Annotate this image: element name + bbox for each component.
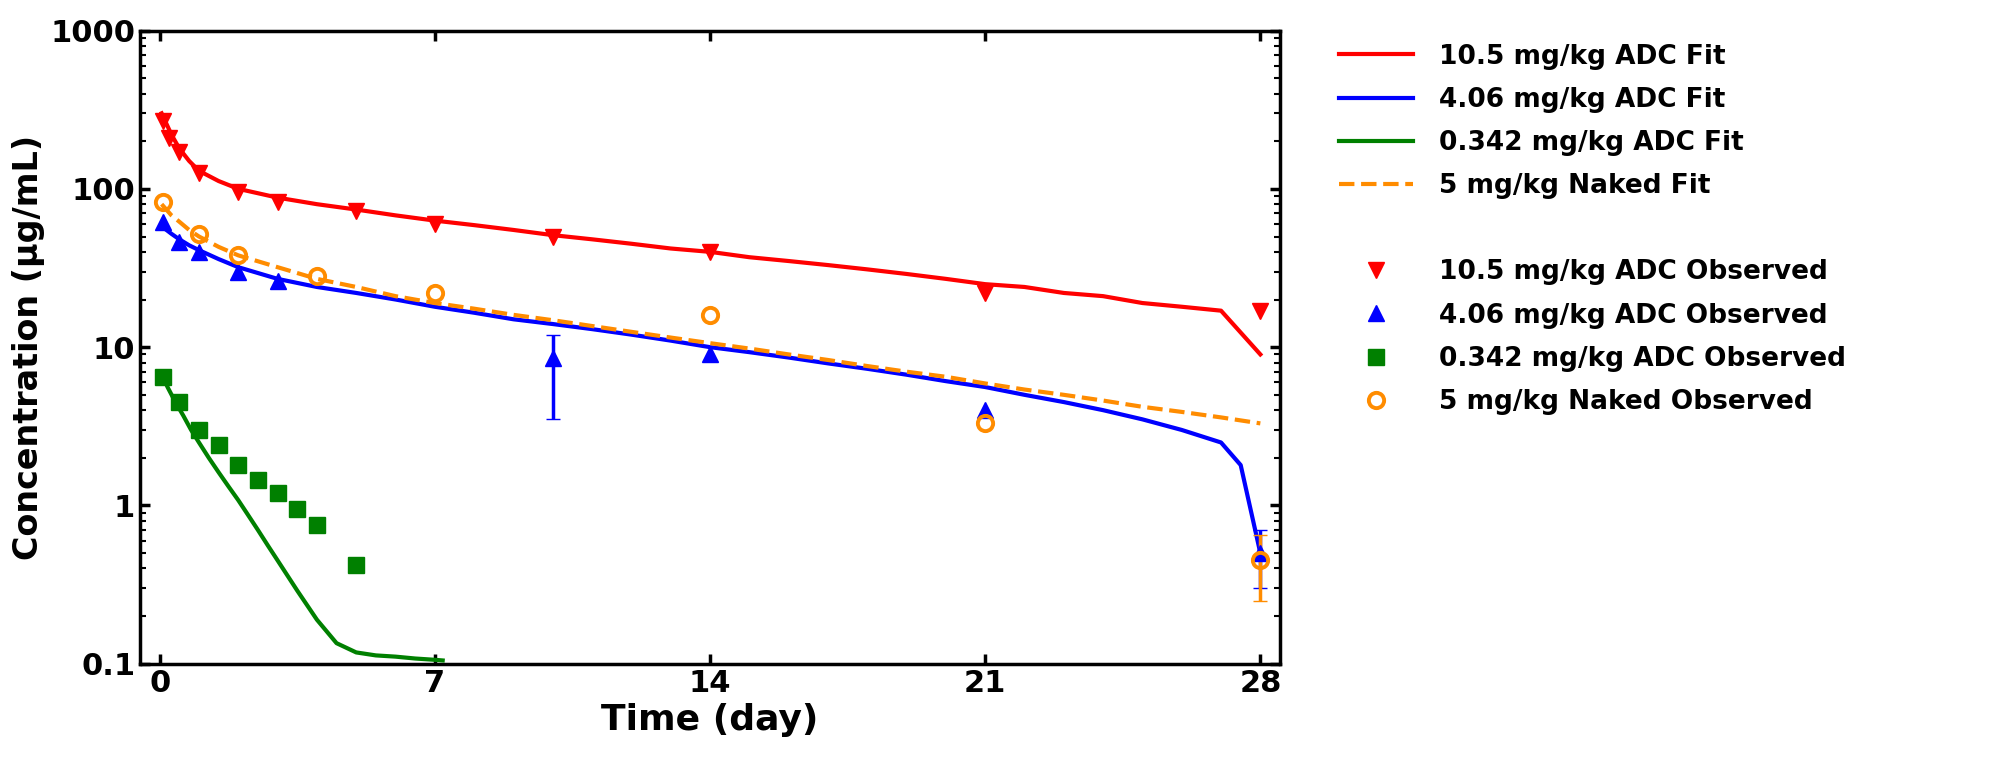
X-axis label: Time (day): Time (day) — [602, 703, 818, 737]
Y-axis label: Concentration (μg/mL): Concentration (μg/mL) — [12, 134, 44, 560]
Legend: 10.5 mg/kg ADC Fit, 4.06 mg/kg ADC Fit, 0.342 mg/kg ADC Fit, 5 mg/kg Naked Fit, : 10.5 mg/kg ADC Fit, 4.06 mg/kg ADC Fit, … — [1338, 43, 1846, 415]
